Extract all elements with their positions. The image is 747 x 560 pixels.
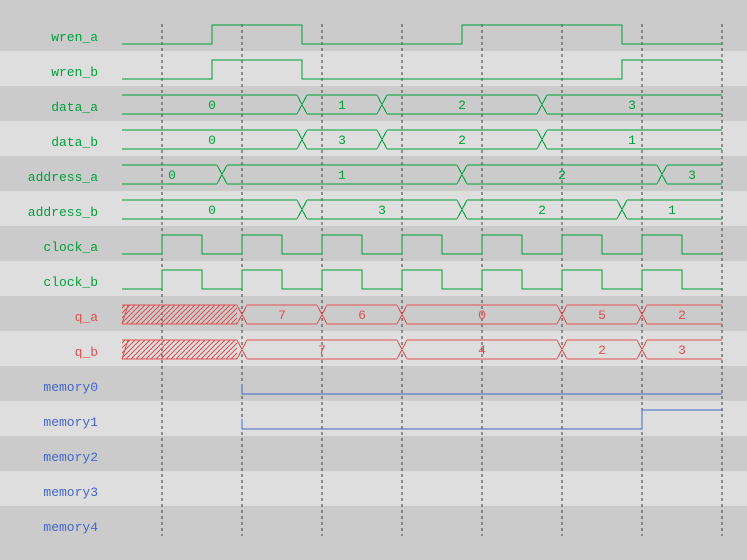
bus-value: 5	[598, 308, 606, 323]
bus-crossing	[456, 164, 468, 185]
signal-row-memory1: memory1	[43, 409, 722, 430]
bus-value: 7	[318, 343, 326, 358]
bus-crossing	[556, 339, 568, 360]
bus-crossing	[216, 164, 228, 185]
signal-row-address_a: address_a 0 1 2 3	[28, 164, 722, 185]
signal-row-wren_a: wren_a	[51, 24, 722, 45]
bus-crossing	[296, 199, 308, 220]
wave-wren_a	[122, 24, 722, 45]
signal-label-wren_b[interactable]: wren_b	[51, 65, 98, 80]
signal-label-memory1[interactable]: memory1	[43, 415, 98, 430]
bus-crossing	[556, 304, 568, 325]
bus-crossing	[316, 304, 328, 325]
row-stripe	[0, 121, 747, 156]
signal-label-wren_a[interactable]: wren_a	[51, 30, 98, 45]
signal-label-clock_a[interactable]: clock_a	[43, 240, 98, 255]
signal-row-clock_b: clock_b	[43, 269, 722, 290]
bus-crossing	[456, 199, 468, 220]
bus-value: 2	[458, 98, 466, 113]
signal-row-data_b: data_b 0 3 2 1	[51, 129, 722, 150]
bus-value: 3	[628, 98, 636, 113]
bus-crossing	[376, 94, 388, 115]
signal-label-data_a[interactable]: data_a	[51, 100, 98, 115]
bus-crossing	[296, 94, 308, 115]
row-stripe	[0, 261, 747, 296]
signal-row-memory2: memory2	[43, 450, 98, 465]
bus-crossing	[236, 339, 248, 360]
bus-value: 1	[668, 203, 676, 218]
unknown-value-hatch	[122, 305, 237, 324]
row-stripe	[0, 51, 747, 86]
bus-crossing	[636, 304, 648, 325]
signal-row-address_b: address_b 0 3 2 1	[28, 199, 722, 220]
bus-crossing	[296, 129, 308, 150]
bus-value: 3	[338, 133, 346, 148]
wave-memory0	[241, 384, 722, 395]
bus-crossing	[396, 339, 408, 360]
signal-row-data_a: data_a 0 1 2 3	[51, 94, 722, 115]
signal-label-address_b[interactable]: address_b	[28, 205, 98, 220]
bus-crossing	[536, 94, 548, 115]
bus-value: 3	[678, 343, 686, 358]
bus-crossing	[376, 129, 388, 150]
wave-clock_b	[122, 269, 722, 290]
bus-value: 1	[338, 98, 346, 113]
wave-clock_a	[122, 234, 722, 255]
signal-row-q_a: q_a 7 6 0 5 2	[75, 304, 722, 325]
bus-value: 0	[208, 98, 216, 113]
row-stripe	[0, 471, 747, 506]
bus-value: 0	[208, 133, 216, 148]
signal-label-data_b[interactable]: data_b	[51, 135, 98, 150]
signal-label-memory3[interactable]: memory3	[43, 485, 98, 500]
signal-label-clock_b[interactable]: clock_b	[43, 275, 98, 290]
bus-value: 0	[478, 308, 486, 323]
signal-label-q_a[interactable]: q_a	[75, 310, 99, 325]
bus-value: 0	[168, 168, 176, 183]
signal-label-memory0[interactable]: memory0	[43, 380, 98, 395]
signal-label-q_b[interactable]: q_b	[75, 345, 98, 360]
row-stripe	[0, 331, 747, 366]
unknown-value-hatch	[122, 340, 237, 359]
bus-value: 3	[378, 203, 386, 218]
signal-label-memory2[interactable]: memory2	[43, 450, 98, 465]
hatch-edge	[121, 304, 129, 325]
wave-wren_b	[122, 59, 722, 80]
signal-row-memory0: memory0	[43, 380, 722, 395]
bus-crossing	[396, 304, 408, 325]
signal-row-memory3: memory3	[43, 485, 98, 500]
bus-value: 2	[558, 168, 566, 183]
bus-value: 3	[688, 168, 696, 183]
wave-memory1	[241, 409, 722, 430]
signal-row-memory4: memory4	[43, 520, 98, 535]
signal-label-memory4[interactable]: memory4	[43, 520, 98, 535]
signal-row-wren_b: wren_b	[51, 59, 722, 80]
hatch-edge	[121, 339, 129, 360]
bus-value: 2	[458, 133, 466, 148]
bus-crossing	[236, 304, 248, 325]
row-stripe	[0, 401, 747, 436]
row-stripe	[0, 191, 747, 226]
bus-value: 6	[358, 308, 366, 323]
bus-crossing	[616, 199, 628, 220]
bus-value: 1	[338, 168, 346, 183]
bus-crossing	[536, 129, 548, 150]
bus-value: 2	[538, 203, 546, 218]
bus-value: 2	[598, 343, 606, 358]
signal-row-q_b: q_b 7 4 2 3	[75, 339, 722, 360]
bus-value: 0	[208, 203, 216, 218]
bus-crossing	[636, 339, 648, 360]
signal-row-clock_a: clock_a	[43, 234, 722, 255]
bus-value: 7	[278, 308, 286, 323]
signal-label-address_a[interactable]: address_a	[28, 170, 98, 185]
bus-value: 2	[678, 308, 686, 323]
bus-crossing	[656, 164, 668, 185]
bus-value: 4	[478, 343, 486, 358]
bus-value: 1	[628, 133, 636, 148]
